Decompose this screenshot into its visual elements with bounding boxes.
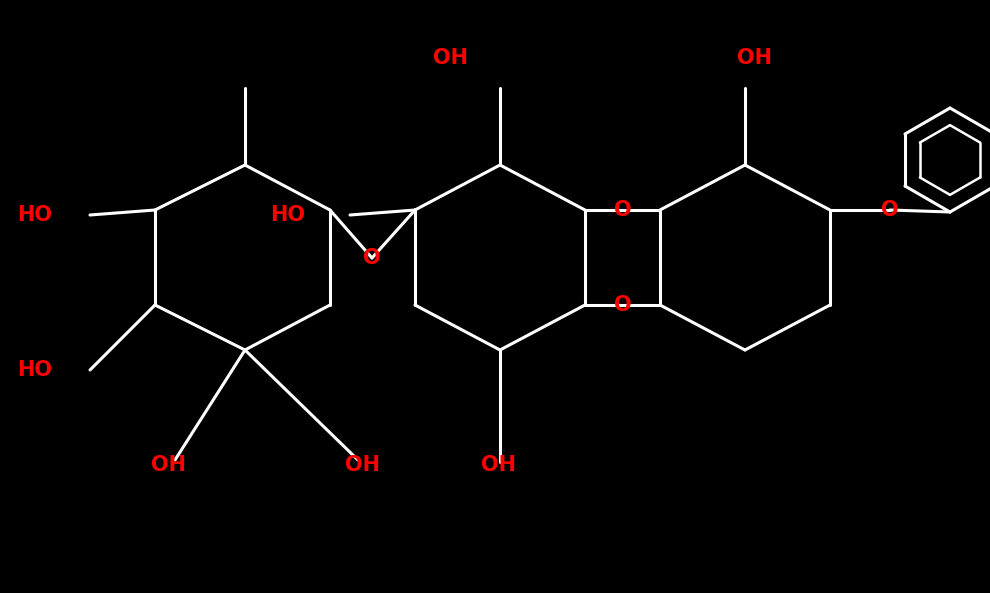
Text: HO: HO [270,205,305,225]
Text: O: O [363,248,381,268]
Text: OH: OH [433,48,467,68]
Text: O: O [614,200,632,220]
Text: HO: HO [17,360,52,380]
Text: O: O [614,295,632,315]
Text: OH: OH [345,455,379,475]
Text: O: O [881,200,899,220]
Text: OH: OH [150,455,185,475]
Text: OH: OH [738,48,772,68]
Text: HO: HO [17,205,52,225]
Text: OH: OH [480,455,516,475]
